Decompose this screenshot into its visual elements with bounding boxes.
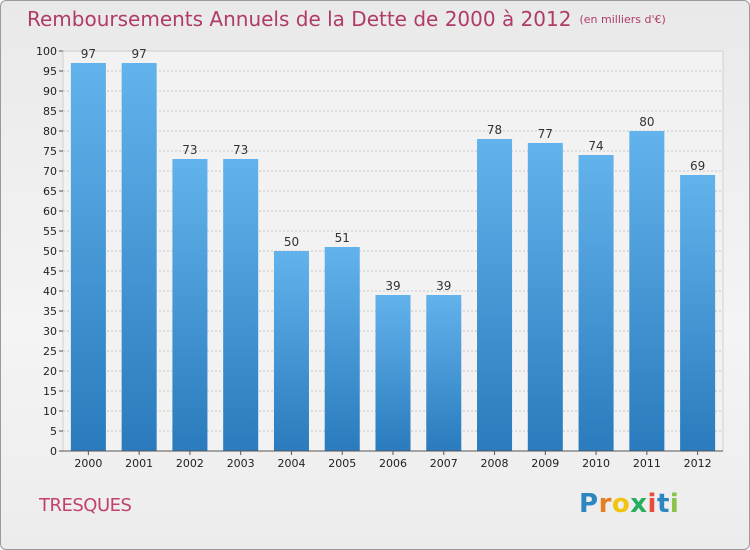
y-axis-ticks: 0 5 10 15 20 25 30 35 40 45 50 55 60 65 70 75 80 85 90 95 10…: [36, 45, 63, 458]
logo-letter: x: [630, 489, 648, 519]
logo-letter: i: [647, 489, 657, 519]
value-label-2001: 97: [132, 47, 147, 61]
x-tick-label-2001: 2001: [125, 457, 153, 470]
value-label-2012: 69: [690, 159, 705, 173]
logo-letter: r: [598, 489, 612, 519]
bar-2004: [273, 251, 309, 451]
y-tick-label: 45: [43, 265, 57, 278]
x-tick-label-2008: 2008: [481, 457, 509, 470]
y-tick-label: 55: [43, 225, 57, 238]
y-tick-label: 35: [43, 305, 57, 318]
chart-title-text: Remboursements Annuels de la Dette de 20…: [27, 7, 572, 31]
x-axis-ticks: 2000 2001 2002 2003 2004 2005 2006 2007 2008 2009…: [74, 451, 712, 470]
y-tick-label: 40: [43, 285, 57, 298]
x-tick-label-2009: 2009: [531, 457, 559, 470]
y-tick-label: 15: [43, 385, 57, 398]
value-label-2008: 78: [487, 123, 502, 137]
x-tick-label-2002: 2002: [176, 457, 204, 470]
bar-2007: [426, 295, 462, 451]
bar-2001: [121, 63, 157, 451]
y-tick-label: 75: [43, 145, 57, 158]
value-label-2009: 77: [538, 127, 553, 141]
y-tick-label: 20: [43, 365, 57, 378]
y-tick-label: 10: [43, 405, 57, 418]
value-label-2004: 50: [284, 235, 299, 249]
proxiti-logo: Proxiti: [579, 489, 679, 519]
bar-2000: [70, 63, 106, 451]
bar-2012: [680, 175, 716, 451]
logo-letter: P: [579, 489, 599, 519]
x-tick-label-2006: 2006: [379, 457, 407, 470]
x-tick-label-2005: 2005: [328, 457, 356, 470]
chart-title: Remboursements Annuels de la Dette de 20…: [27, 7, 666, 31]
x-tick-label-2011: 2011: [633, 457, 661, 470]
y-tick-label: 95: [43, 65, 57, 78]
bar-2009: [527, 143, 563, 451]
x-tick-label-2004: 2004: [277, 457, 305, 470]
y-tick-label: 90: [43, 85, 57, 98]
bar-2008: [477, 139, 513, 451]
bar-2011: [629, 131, 665, 451]
bar-2006: [375, 295, 411, 451]
y-tick-label: 65: [43, 185, 57, 198]
logo-letter: o: [611, 489, 631, 519]
x-tick-label-2012: 2012: [684, 457, 712, 470]
y-tick-label: 70: [43, 165, 57, 178]
y-tick-label: 0: [50, 445, 57, 458]
y-tick-label: 85: [43, 105, 57, 118]
value-label-2002: 73: [182, 143, 197, 157]
y-tick-label: 100: [36, 45, 57, 58]
value-label-2010: 74: [588, 139, 603, 153]
x-tick-label-2003: 2003: [227, 457, 255, 470]
commune-name: TRESQUES: [39, 495, 132, 516]
bar-2003: [223, 159, 259, 451]
logo-letter: i: [669, 489, 680, 519]
bar-2002: [172, 159, 208, 451]
y-tick-label: 30: [43, 325, 57, 338]
bars: 97 97 73 73 50 51 39 39 78 77 74 80 69: [70, 47, 716, 451]
y-tick-label: 60: [43, 205, 57, 218]
value-label-2011: 80: [639, 115, 654, 129]
value-label-2007: 39: [436, 279, 451, 293]
x-tick-label-2010: 2010: [582, 457, 610, 470]
value-label-2000: 97: [81, 47, 96, 61]
chart-subtitle: (en milliers d'€): [579, 13, 666, 26]
value-label-2005: 51: [335, 231, 350, 245]
value-label-2003: 73: [233, 143, 248, 157]
y-tick-label: 25: [43, 345, 57, 358]
x-tick-label-2007: 2007: [430, 457, 458, 470]
bar-2010: [578, 155, 614, 451]
y-tick-label: 80: [43, 125, 57, 138]
bar-2005: [324, 247, 360, 451]
x-tick-label-2000: 2000: [74, 457, 102, 470]
y-tick-label: 50: [43, 245, 57, 258]
y-tick-label: 5: [50, 425, 57, 438]
logo-letter: t: [656, 489, 670, 519]
value-label-2006: 39: [385, 279, 400, 293]
